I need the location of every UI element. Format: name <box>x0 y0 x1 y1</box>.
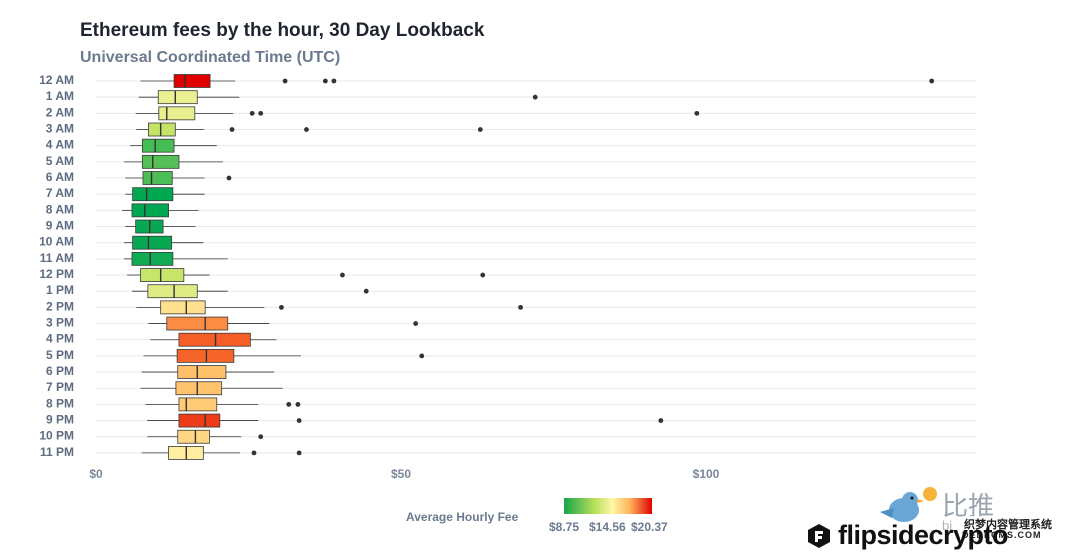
outlier-point <box>304 127 309 132</box>
box <box>166 316 229 331</box>
outlier-point <box>331 78 337 84</box>
outlier-point <box>322 78 328 84</box>
outlier-point <box>532 94 538 100</box>
box <box>176 348 235 363</box>
box <box>132 187 174 202</box>
y-tick-label: 8 PM <box>46 396 74 410</box>
y-tick-label: 11 AM <box>40 251 74 265</box>
box <box>132 235 173 250</box>
y-tick-label: 2 PM <box>46 299 74 313</box>
y-tick-label: 6 AM <box>46 170 74 184</box>
box <box>177 365 227 379</box>
box <box>141 138 175 153</box>
bird-icon <box>880 487 937 522</box>
y-tick-label: 11 PM <box>40 445 74 459</box>
box <box>178 397 218 412</box>
outlier-point <box>658 418 664 423</box>
y-tick-label: 9 AM <box>46 219 74 233</box>
y-tick-label: 10 AM <box>39 235 74 249</box>
brand-logo-group: flipsidecrypto <box>806 520 1009 551</box>
y-tick-label: 3 PM <box>46 316 74 330</box>
box <box>141 154 180 169</box>
y-tick-label: 5 PM <box>46 348 74 362</box>
color-legend-tick-max: $20.37 <box>631 520 668 534</box>
box <box>173 74 211 88</box>
outlier-point <box>295 402 301 407</box>
watermark: 比推 bi 织梦内容管理系统 DEDECMS.COM <box>870 484 1060 544</box>
y-tick-label: 7 AM <box>46 186 74 200</box>
y-tick-label: 9 PM <box>46 413 74 427</box>
y-tick-label: 2 AM <box>46 105 74 119</box>
y-tick-label: 3 AM <box>46 122 74 136</box>
y-tick-label: 12 PM <box>39 267 74 281</box>
y-tick-label: 4 AM <box>46 138 74 152</box>
x-tick-label: $100 <box>693 467 720 481</box>
outlier-point <box>413 321 419 326</box>
y-tick-label: 6 PM <box>46 364 74 378</box>
box <box>140 268 185 282</box>
outlier-point <box>258 110 264 116</box>
outlier-point <box>286 402 292 407</box>
outlier-point <box>929 78 935 84</box>
outlier-point <box>363 288 369 294</box>
outlier-point <box>226 175 232 181</box>
box <box>148 122 176 137</box>
chart-title: Ethereum fees by the hour, 30 Day Lookba… <box>80 20 485 41</box>
outlier-point <box>296 418 302 423</box>
x-tick-label: $0 <box>89 467 103 481</box>
outlier-point <box>282 78 288 84</box>
outlier-point <box>249 110 255 116</box>
box <box>157 90 198 105</box>
outlier-point <box>477 127 483 132</box>
y-tick-label: 10 PM <box>39 429 74 443</box>
outlier-point <box>419 353 425 359</box>
outlier-point <box>694 110 700 116</box>
color-legend-tick-min: $8.75 <box>549 520 580 534</box>
color-legend-gradient <box>564 498 652 514</box>
outlier-point <box>229 127 235 132</box>
watermark-cms-url: DEDECMS.COM <box>962 530 1042 540</box>
outlier-point <box>279 304 284 310</box>
box <box>142 171 173 185</box>
box <box>131 203 169 218</box>
watermark-cms-text: 织梦内容管理系统 <box>962 516 1054 532</box>
box <box>178 413 221 428</box>
box <box>131 251 174 266</box>
box <box>158 106 196 121</box>
y-tick-label: 1 AM <box>46 89 74 103</box>
outlier-point <box>296 450 302 456</box>
outlier-point <box>518 304 523 310</box>
y-tick-label: 7 PM <box>46 380 74 394</box>
chart-subtitle: Universal Coordinated Time (UTC) <box>80 49 341 66</box>
y-tick-label: 4 PM <box>46 332 74 346</box>
outlier-point <box>480 272 486 278</box>
x-tick-label: $50 <box>391 467 411 481</box>
color-legend-tick-mid: $14.56 <box>589 520 626 534</box>
box <box>160 300 206 315</box>
y-tick-label: 5 AM <box>46 154 74 168</box>
y-tick-label: 1 PM <box>46 283 74 297</box>
box <box>177 429 210 444</box>
box <box>175 381 223 396</box>
watermark-text-small: bi <box>942 518 953 533</box>
outlier-point <box>258 434 264 440</box>
outlier-point <box>340 272 345 278</box>
outlier-point <box>251 450 257 456</box>
flipside-logo-icon <box>808 523 830 548</box>
color-legend-title: Average Hourly Fee <box>406 510 519 524</box>
y-tick-label: 12 AM <box>39 73 74 87</box>
y-tick-label: 8 AM <box>46 202 74 216</box>
box <box>147 284 198 299</box>
box <box>178 332 251 347</box>
brand-name: flipsidecrypto <box>838 520 1009 550</box>
